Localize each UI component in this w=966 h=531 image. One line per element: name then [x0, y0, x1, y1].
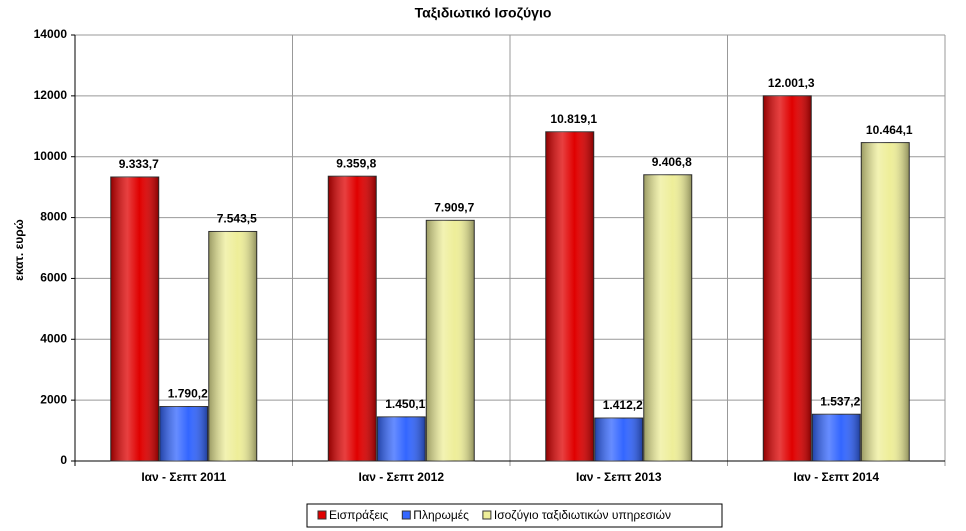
- y-tick-label: 2000: [40, 392, 67, 406]
- x-tick-label: Ιαν - Σεπτ 2012: [358, 470, 444, 484]
- y-axis-label: εκατ. ευρώ: [12, 219, 26, 281]
- value-label: 7.909,7: [434, 200, 474, 214]
- bar: [208, 230, 258, 462]
- y-tick-label: 4000: [40, 331, 67, 345]
- x-tick-label: Ιαν - Σεπτ 2013: [576, 470, 662, 484]
- bar: [594, 417, 644, 462]
- legend-label: Εισπράξεις: [329, 508, 389, 522]
- y-tick-label: 12000: [34, 88, 68, 102]
- value-label: 9.359,8: [336, 156, 376, 170]
- value-label: 1.537,2: [820, 394, 860, 408]
- bar: [860, 142, 910, 462]
- bar: [425, 219, 475, 462]
- legend-label: Ισοζύγιο ταξιδιωτικών υπηρεσιών: [494, 508, 671, 522]
- legend-swatch: [401, 510, 411, 520]
- legend-label: Πληρωμές: [413, 508, 469, 522]
- x-tick-label: Ιαν - Σεπτ 2011: [141, 470, 226, 484]
- bar: [762, 95, 812, 462]
- y-tick-label: 0: [60, 453, 67, 467]
- bar: [811, 413, 861, 462]
- y-tick-label: 10000: [34, 149, 68, 163]
- bar: [545, 131, 595, 462]
- bar: [376, 416, 426, 462]
- x-tick-label: Ιαν - Σεπτ 2014: [793, 470, 879, 484]
- y-tick-label: 6000: [40, 271, 67, 285]
- legend-swatch: [482, 510, 492, 520]
- value-label: 1.790,2: [168, 387, 208, 401]
- legend-swatch: [317, 510, 327, 520]
- value-label: 7.543,5: [217, 212, 257, 226]
- value-label: 1.450,1: [385, 397, 425, 411]
- legend-box: [306, 503, 723, 528]
- chart-title: Ταξιδιωτικό Ισοζύγιο: [415, 5, 552, 21]
- bar: [327, 175, 377, 462]
- y-tick-label: 8000: [40, 210, 67, 224]
- value-label: 10.464,1: [866, 123, 913, 137]
- y-tick-label: 14000: [34, 27, 68, 41]
- value-label: 9.406,8: [652, 155, 692, 169]
- value-label: 10.819,1: [550, 112, 597, 126]
- value-label: 12.001,3: [768, 76, 815, 90]
- bar: [110, 176, 160, 462]
- value-label: 9.333,7: [119, 157, 159, 171]
- bar: [159, 406, 209, 462]
- bar: [643, 174, 693, 462]
- value-label: 1.412,2: [603, 398, 643, 412]
